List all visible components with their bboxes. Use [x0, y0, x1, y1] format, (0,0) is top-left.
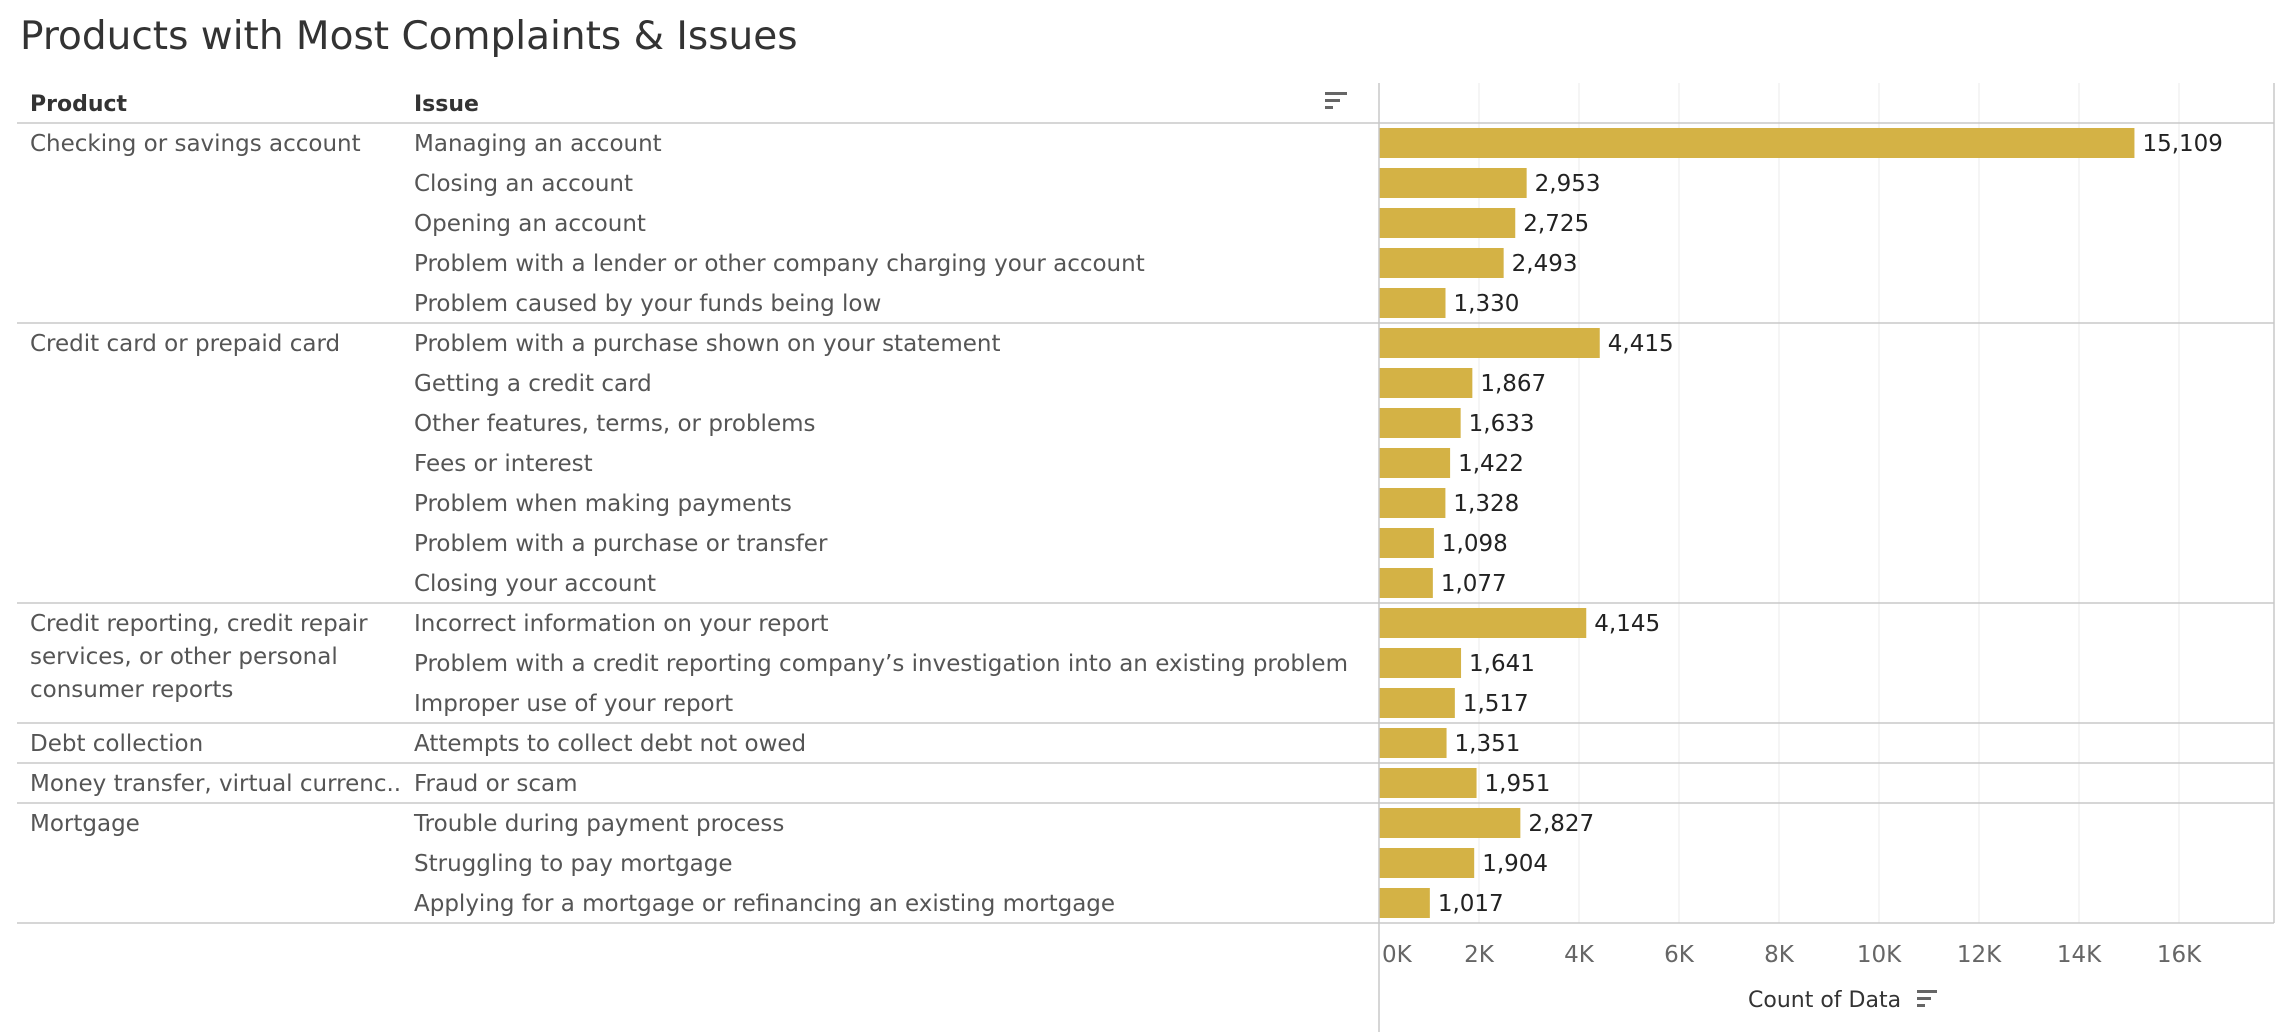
data-label: 1,330	[1454, 291, 1520, 317]
product-label[interactable]: Debt collection	[30, 731, 203, 757]
data-label: 1,077	[1441, 571, 1507, 597]
issue-label[interactable]: Problem with a purchase shown on your st…	[414, 331, 1000, 357]
issue-label[interactable]: Problem with a credit reporting company’…	[414, 651, 1348, 677]
bar[interactable]	[1379, 728, 1447, 758]
data-label: 15,109	[2142, 131, 2222, 157]
data-label: 1,641	[1469, 651, 1535, 677]
x-axis-label[interactable]: Count of Data	[1748, 988, 1902, 1013]
bar[interactable]	[1379, 288, 1446, 318]
issue-label[interactable]: Struggling to pay mortgage	[414, 851, 733, 877]
x-tick-label: 2K	[1464, 942, 1495, 968]
bar[interactable]	[1379, 888, 1430, 918]
x-tick-label: 14K	[2057, 942, 2102, 968]
bar[interactable]	[1379, 328, 1600, 358]
issue-label[interactable]: Managing an account	[414, 131, 662, 157]
product-label[interactable]: Checking or savings account	[30, 131, 361, 157]
product-label[interactable]: Money transfer, virtual currenc..	[30, 771, 401, 797]
data-label: 1,951	[1485, 771, 1551, 797]
issue-label[interactable]: Improper use of your report	[414, 691, 733, 717]
issue-label[interactable]: Fraud or scam	[414, 771, 578, 797]
product-label[interactable]: Credit card or prepaid card	[30, 331, 340, 357]
issue-label[interactable]: Getting a credit card	[414, 371, 652, 397]
bar[interactable]	[1379, 408, 1461, 438]
data-label: 1,098	[1442, 531, 1508, 557]
data-label: 1,351	[1455, 731, 1521, 757]
data-label: 2,827	[1528, 811, 1594, 837]
issue-label[interactable]: Fees or interest	[414, 451, 593, 477]
x-tick-label: 10K	[1857, 942, 1902, 968]
issue-label[interactable]: Problem with a purchase or transfer	[414, 531, 828, 557]
bar[interactable]	[1379, 248, 1504, 278]
data-label: 4,415	[1608, 331, 1674, 357]
issue-label[interactable]: Applying for a mortgage or refinancing a…	[414, 891, 1115, 917]
product-column-header[interactable]: Product	[30, 92, 128, 117]
data-label: 1,422	[1458, 451, 1524, 477]
data-label: 1,867	[1480, 371, 1546, 397]
x-tick-label: 8K	[1764, 942, 1795, 968]
issue-label[interactable]: Other features, terms, or problems	[414, 411, 815, 437]
x-tick-label: 0K	[1382, 942, 1413, 968]
issue-column-header[interactable]: Issue	[414, 92, 479, 117]
x-tick-label: 12K	[1957, 942, 2002, 968]
data-label: 2,725	[1523, 211, 1589, 237]
bar[interactable]	[1379, 448, 1451, 478]
issue-label[interactable]: Closing your account	[414, 571, 656, 597]
issue-label[interactable]: Trouble during payment process	[413, 811, 784, 837]
data-label: 1,517	[1463, 691, 1529, 717]
bar[interactable]	[1379, 168, 1527, 198]
data-label: 2,493	[1512, 251, 1578, 277]
data-label: 2,953	[1535, 171, 1601, 197]
bar[interactable]	[1379, 688, 1455, 718]
issue-label[interactable]: Opening an account	[414, 211, 646, 237]
bar[interactable]	[1379, 568, 1433, 598]
bar[interactable]	[1379, 528, 1434, 558]
x-tick-label: 6K	[1664, 942, 1695, 968]
sort-descending-icon[interactable]	[1325, 92, 1347, 114]
data-label: 1,017	[1438, 891, 1504, 917]
x-tick-label: 4K	[1564, 942, 1595, 968]
product-label[interactable]: Mortgage	[30, 811, 140, 837]
issue-label[interactable]: Incorrect information on your report	[414, 611, 829, 637]
product-label[interactable]: consumer reports	[30, 677, 233, 703]
data-label: 1,328	[1453, 491, 1519, 517]
issue-label[interactable]: Problem with a lender or other company c…	[414, 251, 1145, 277]
product-label[interactable]: Credit reporting, credit repair	[30, 611, 368, 637]
issue-label[interactable]: Problem when making payments	[414, 491, 792, 517]
bar[interactable]	[1379, 488, 1446, 518]
data-label: 4,145	[1594, 611, 1660, 637]
bar[interactable]	[1379, 608, 1587, 638]
data-label: 1,904	[1482, 851, 1548, 877]
bar[interactable]	[1379, 768, 1477, 798]
bar[interactable]	[1379, 848, 1475, 878]
issue-label[interactable]: Attempts to collect debt not owed	[414, 731, 806, 757]
data-label: 1,633	[1469, 411, 1535, 437]
sort-descending-icon[interactable]	[1917, 990, 1937, 1010]
bar[interactable]	[1379, 368, 1473, 398]
bar[interactable]	[1379, 128, 2135, 158]
x-tick-label: 16K	[2157, 942, 2202, 968]
product-label[interactable]: services, or other personal	[30, 644, 338, 670]
bar[interactable]	[1379, 648, 1462, 678]
bar[interactable]	[1379, 808, 1521, 838]
issue-label[interactable]: Closing an account	[414, 171, 633, 197]
bar[interactable]	[1379, 208, 1516, 238]
chart-title: Products with Most Complaints & Issues	[20, 14, 798, 59]
issue-label[interactable]: Problem caused by your funds being low	[414, 291, 881, 317]
